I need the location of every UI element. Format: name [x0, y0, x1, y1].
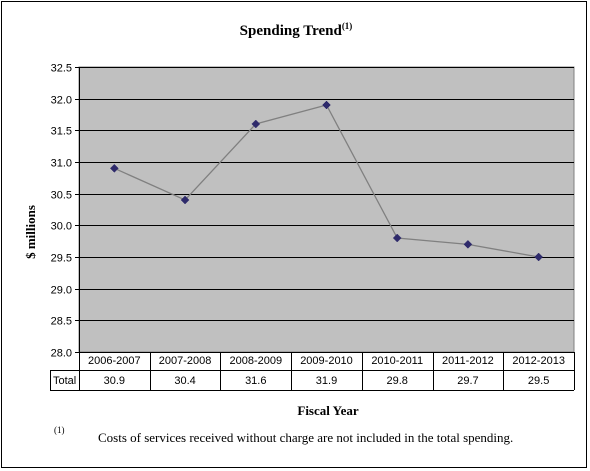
category-label: 2008-2009 — [229, 355, 282, 367]
y-tick-label: 30.0 — [51, 221, 72, 233]
footnote-text: Costs of services received without charg… — [98, 430, 513, 445]
chart-title: Spending Trend(1) — [240, 21, 353, 39]
category-label: 2011-2012 — [442, 355, 494, 367]
data-value-cell: 30.9 — [104, 375, 125, 387]
data-value-cell: 31.6 — [245, 375, 266, 387]
data-value-cell: 29.5 — [528, 375, 549, 387]
y-tick-label: 30.5 — [51, 190, 72, 202]
footnote-marker: (1) — [54, 425, 65, 435]
data-point — [463, 239, 473, 249]
y-tick-label: 28.5 — [51, 316, 72, 328]
data-point — [322, 100, 331, 110]
x-axis-label: Fiscal Year — [297, 403, 358, 418]
y-tick-label: 32.5 — [51, 63, 72, 75]
category-label: 2006-2007 — [88, 355, 141, 367]
data-point — [392, 233, 402, 243]
data-point — [180, 195, 190, 205]
y-tick-label: 31.0 — [51, 158, 72, 170]
y-tick-label: 28.0 — [51, 348, 72, 360]
category-label: 2009-2010 — [300, 355, 353, 367]
data-point — [110, 163, 119, 173]
data-value-cell: 31.9 — [316, 375, 337, 387]
category-label: 2012-2013 — [512, 355, 565, 367]
category-label: 2010-2011 — [371, 355, 423, 367]
data-value-cell: 29.8 — [387, 375, 408, 387]
y-tick-label: 29.5 — [51, 253, 72, 265]
y-tick-label: 29.0 — [51, 285, 72, 297]
data-value-cell: 29.7 — [457, 375, 478, 387]
data-value-cell: 30.4 — [174, 375, 195, 387]
category-label: 2007-2008 — [159, 355, 212, 367]
chart-title-superscript: (1) — [342, 21, 353, 31]
y-tick-label: 31.5 — [51, 126, 72, 138]
y-axis-label: $ millions — [23, 205, 38, 259]
y-tick-label: 32.0 — [51, 95, 72, 107]
data-point — [251, 119, 261, 129]
series-name-total: Total — [53, 375, 76, 387]
data-point — [534, 252, 543, 262]
plot-area — [78, 66, 575, 353]
